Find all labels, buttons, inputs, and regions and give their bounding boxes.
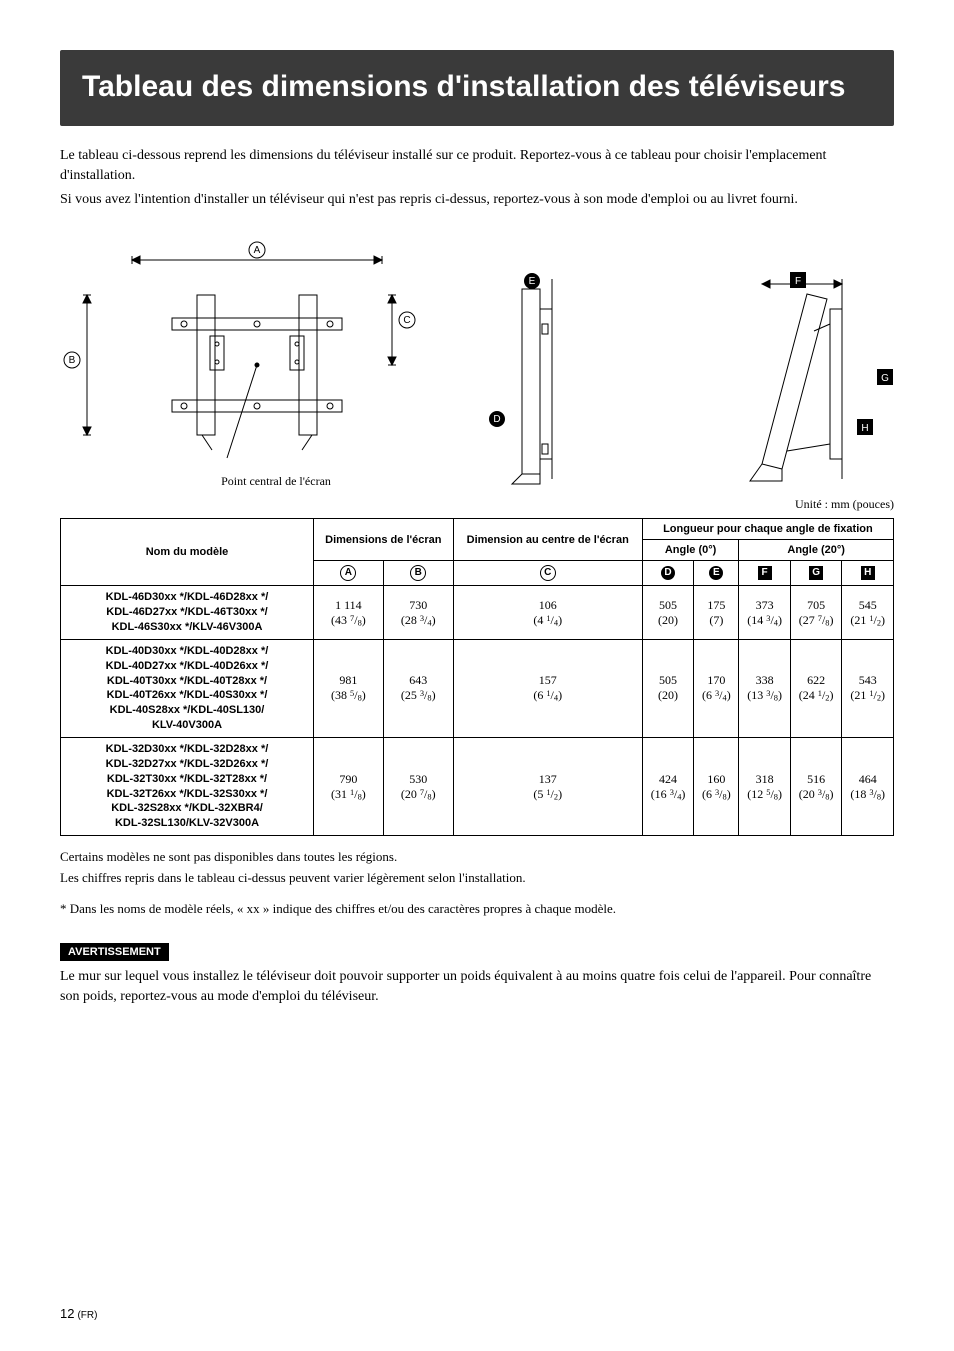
fig-label-B: B [69,355,76,366]
dim-cell-D: 505(20) [642,639,694,737]
dim-cell-H: 464(18 3/8) [842,737,894,835]
table-row: KDL-32D30xx */KDL-32D28xx */KDL-32D27xx … [61,737,894,835]
dimensions-table: Nom du modèle Dimensions de l'écran Dime… [60,518,894,836]
dim-cell-E: 160(6 3/8) [694,737,739,835]
dim-cell-D: 505(20) [642,586,694,640]
figure-side-flat: D E [482,269,612,489]
th-angle20: Angle (20°) [739,540,894,561]
page-number-value: 12 [60,1306,74,1321]
dim-cell-G: 622(24 1/2) [790,639,842,737]
chip-C: C [540,565,556,581]
figure-row: A B C Point central de l'écran [60,240,894,489]
intro-block: Le tableau ci-dessous reprend les dimens… [60,146,894,211]
page-title: Tableau des dimensions d'installation de… [82,68,872,106]
table-body: KDL-46D30xx */KDL-46D28xx */KDL-46D27xx … [61,586,894,836]
th-col-C: C [453,561,642,586]
th-angle-group: Longueur pour chaque angle de fixation [642,519,893,540]
th-col-H: H [842,561,894,586]
note-2: Les chiffres repris dans le tableau ci-d… [60,869,894,888]
chip-G: G [809,566,823,580]
figure-side-tilt: F G H [672,269,902,489]
dim-cell-B: 643(25 3/8) [383,639,453,737]
note-1: Certains modèles ne sont pas disponibles… [60,848,894,867]
dim-cell-B: 530(20 7/8) [383,737,453,835]
dim-cell-F: 373(14 3/4) [739,586,791,640]
page-number: 12(FR) [60,1306,97,1321]
table-row: KDL-46D30xx */KDL-46D28xx */KDL-46D27xx … [61,586,894,640]
figure-front: A B C Point central de l'écran [52,240,422,489]
table-row: KDL-40D30xx */KDL-40D28xx */KDL-40D27xx … [61,639,894,737]
intro-p2: Si vous avez l'intention d'installer un … [60,190,894,210]
th-col-F: F [739,561,791,586]
chip-F: F [758,566,772,580]
note-star: * Dans les noms de modèle réels, « xx » … [60,900,894,919]
dim-cell-D: 424(16 3/4) [642,737,694,835]
dim-cell-C: 106(4 1/4) [453,586,642,640]
th-col-E: E [694,561,739,586]
th-col-A: A [314,561,384,586]
chip-H: H [861,566,875,580]
dim-cell-B: 730(28 3/4) [383,586,453,640]
dim-cell-A: 981(38 5/8) [314,639,384,737]
figure-caption: Point central de l'écran [130,474,422,489]
chip-D: D [661,566,675,580]
th-screen-dims: Dimensions de l'écran [314,519,454,561]
th-col-B: B [383,561,453,586]
th-model: Nom du modèle [61,519,314,586]
page: Tableau des dimensions d'installation de… [0,0,954,1351]
warning-block: AVERTISSEMENT Le mur sur lequel vous ins… [60,921,894,1008]
dim-cell-A: 1 114(43 7/8) [314,586,384,640]
dim-cell-F: 338(13 3/8) [739,639,791,737]
fig-label-C: C [403,315,410,326]
table-head: Nom du modèle Dimensions de l'écran Dime… [61,519,894,586]
fig-label-H: H [861,423,868,434]
fig-label-A: A [254,245,261,256]
page-number-lang: (FR) [77,1310,97,1321]
dim-cell-F: 318(12 5/8) [739,737,791,835]
dim-cell-A: 790(31 1/8) [314,737,384,835]
th-col-G: G [790,561,842,586]
model-cell: KDL-46D30xx */KDL-46D28xx */KDL-46D27xx … [61,586,314,640]
title-band: Tableau des dimensions d'installation de… [60,50,894,126]
dim-cell-G: 516(20 3/8) [790,737,842,835]
dim-cell-E: 170(6 3/4) [694,639,739,737]
dim-cell-H: 545(21 1/2) [842,586,894,640]
fig-label-G: G [881,373,889,384]
chip-A: A [340,565,356,581]
dim-cell-H: 543(21 1/2) [842,639,894,737]
warning-text: Le mur sur lequel vous installez le télé… [60,967,894,1008]
fig-label-E: E [529,276,536,287]
fig-label-D: D [493,414,500,425]
chip-B: B [410,565,426,581]
th-center-dim: Dimension au centre de l'écran [453,519,642,561]
dim-cell-C: 157(6 1/4) [453,639,642,737]
th-col-D: D [642,561,694,586]
model-cell: KDL-40D30xx */KDL-40D28xx */KDL-40D27xx … [61,639,314,737]
warning-label: AVERTISSEMENT [60,943,169,961]
model-cell: KDL-32D30xx */KDL-32D28xx */KDL-32D27xx … [61,737,314,835]
dim-cell-E: 175(7) [694,586,739,640]
dim-cell-G: 705(27 7/8) [790,586,842,640]
th-angle0: Angle (0°) [642,540,739,561]
fig-label-F: F [795,276,801,287]
unit-line: Unité : mm (pouces) [60,497,894,512]
notes-block: Certains modèles ne sont pas disponibles… [60,848,894,919]
intro-p1: Le tableau ci-dessous reprend les dimens… [60,146,894,187]
dim-cell-C: 137(5 1/2) [453,737,642,835]
chip-E: E [709,566,723,580]
